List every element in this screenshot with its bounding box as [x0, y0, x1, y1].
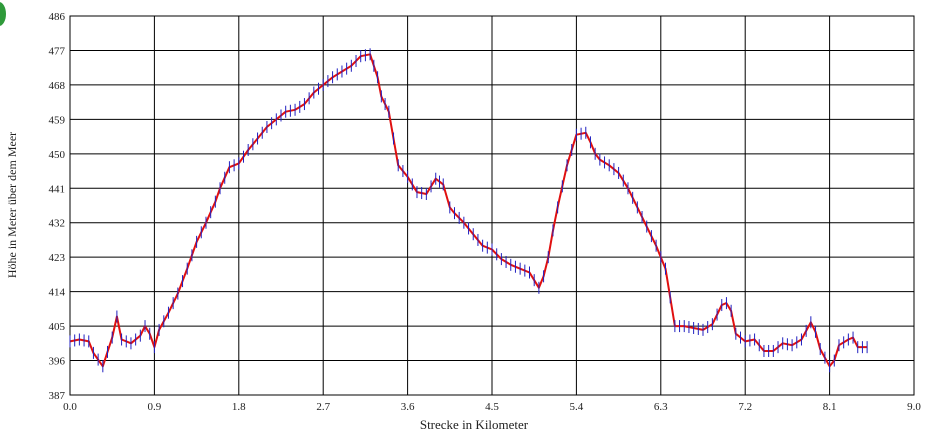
y-tick-label: 450 — [49, 149, 66, 161]
x-tick-label: 4.5 — [485, 401, 499, 413]
x-tick-label: 3.6 — [401, 401, 415, 413]
x-tick-label: 5.4 — [570, 401, 584, 413]
elevation-series — [69, 48, 868, 373]
y-tick-label: 486 — [49, 11, 66, 23]
background-fragment — [0, 2, 6, 26]
y-tick-label: 459 — [49, 114, 66, 126]
x-tick-label: 1.8 — [232, 401, 246, 413]
y-tick-label: 468 — [49, 80, 66, 92]
y-tick-label: 396 — [49, 356, 66, 368]
y-tick-label: 441 — [49, 183, 66, 195]
x-tick-label: 0.0 — [63, 401, 77, 413]
x-tick-label: 9.0 — [907, 401, 921, 413]
x-tick-label: 7.2 — [738, 401, 752, 413]
x-axis-label: Strecke in Kilometer — [420, 417, 529, 432]
y-tick-label: 477 — [49, 45, 66, 57]
y-tick-label: 423 — [49, 252, 66, 264]
y-tick-label: 432 — [49, 218, 66, 230]
grid-lines — [69, 15, 915, 396]
x-tick-label: 0.9 — [148, 401, 162, 413]
x-axis-ticks: 0.0 0.9 1.8 2.7 3.6 4.5 5.4 6.3 7.2 8.1 9.0 — [63, 401, 921, 413]
x-tick-label: 2.7 — [316, 401, 330, 413]
x-tick-label: 6.3 — [654, 401, 668, 413]
y-tick-label: 405 — [49, 321, 66, 333]
x-tick-label: 8.1 — [823, 401, 837, 413]
y-axis-label: Höhe in Meter über dem Meer — [5, 132, 19, 278]
y-tick-label: 387 — [49, 390, 66, 402]
y-tick-label: 414 — [49, 287, 66, 299]
y-axis-ticks: 387 396 405 414 423 432 441 450 459 468 477 486 — [49, 11, 66, 402]
